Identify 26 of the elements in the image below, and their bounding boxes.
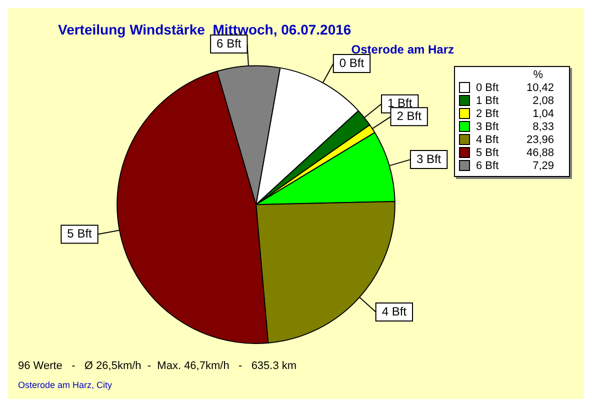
data-label: 10,42 <box>525 82 554 94</box>
slice-label: 6 Bft <box>216 36 242 50</box>
slice-label: 2 Bft <box>396 108 422 123</box>
legend-title: % <box>532 69 544 81</box>
legend-label: 2 Bft <box>476 108 500 120</box>
data-label: 8,33 <box>532 120 554 132</box>
legend-label: 4 Bft <box>476 134 500 146</box>
data-label: 23,96 <box>525 134 554 146</box>
data-label: 1,04 <box>532 108 554 120</box>
legend-label: 5 Bft <box>476 146 500 158</box>
chart-title: Verteilung Windstärke Mittwoch, 06.07.2016 <box>58 21 352 38</box>
chart-subtitle: Osterode am Harz <box>351 42 454 56</box>
slice-label: 0 Bft <box>339 56 365 70</box>
slice-label: 3 Bft <box>416 152 442 166</box>
slice-label: 4 Bft <box>382 304 408 318</box>
slice-label: 5 Bft <box>67 226 93 241</box>
slice-label: 1 Bft <box>387 96 413 110</box>
data-label: 46,88 <box>525 146 554 158</box>
text: Osterode am Harz, City <box>18 380 113 390</box>
legend-label: 0 Bft <box>476 82 500 94</box>
data-label: 7,29 <box>532 160 554 172</box>
data-label: 2,08 <box>532 94 554 106</box>
legend-label: 1 Bft <box>476 94 500 106</box>
legend-label: 6 Bft <box>476 160 500 172</box>
legend-label: 3 Bft <box>476 120 500 132</box>
text: 96 Werte - Ø 26,5km/h - Max. 46,7km/h - 635.3 km <box>18 360 297 372</box>
